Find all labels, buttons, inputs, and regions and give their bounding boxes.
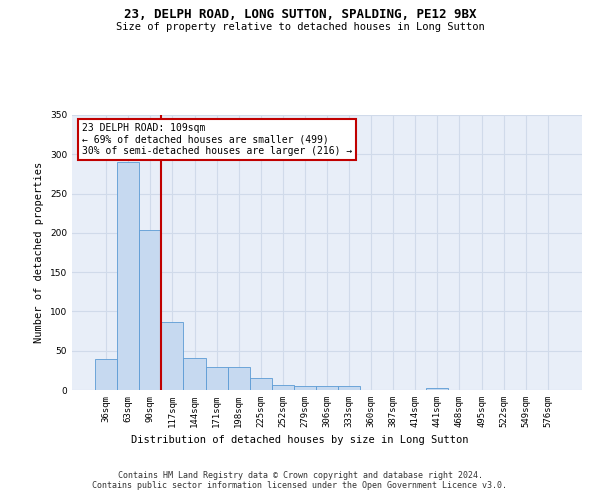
Y-axis label: Number of detached properties: Number of detached properties [34, 162, 44, 343]
Text: 23 DELPH ROAD: 109sqm
← 69% of detached houses are smaller (499)
30% of semi-det: 23 DELPH ROAD: 109sqm ← 69% of detached … [82, 123, 352, 156]
Text: Distribution of detached houses by size in Long Sutton: Distribution of detached houses by size … [131, 435, 469, 445]
Bar [161, 322, 184, 390]
Bar [427, 388, 448, 390]
Bar [139, 230, 161, 390]
Bar [272, 384, 294, 390]
Text: Size of property relative to detached houses in Long Sutton: Size of property relative to detached ho… [116, 22, 484, 32]
Bar [184, 358, 206, 390]
Bar [250, 378, 272, 390]
Bar [316, 386, 338, 390]
Bar [227, 367, 250, 390]
Bar [338, 386, 360, 390]
Bar [117, 162, 139, 390]
Bar [206, 367, 227, 390]
Bar [294, 386, 316, 390]
Text: 23, DELPH ROAD, LONG SUTTON, SPALDING, PE12 9BX: 23, DELPH ROAD, LONG SUTTON, SPALDING, P… [124, 8, 476, 20]
Text: Contains HM Land Registry data © Crown copyright and database right 2024.
Contai: Contains HM Land Registry data © Crown c… [92, 470, 508, 490]
Bar [95, 358, 117, 390]
